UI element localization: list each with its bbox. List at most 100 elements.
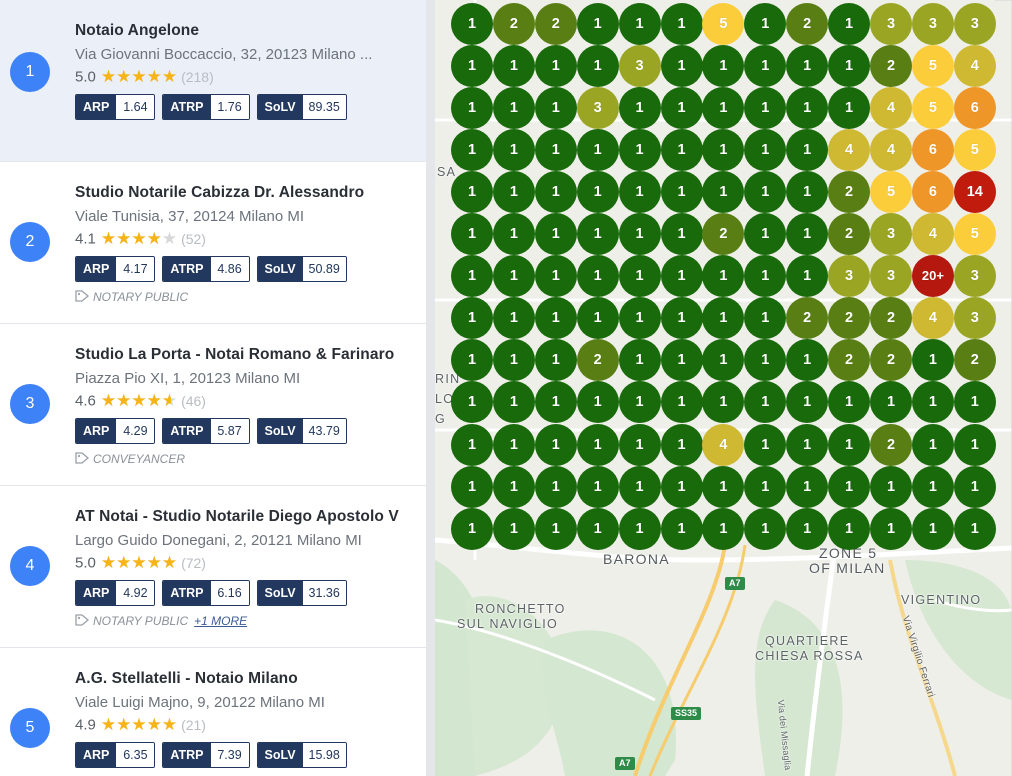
grid-rank-pin[interactable]: 1 xyxy=(618,297,661,340)
grid-rank-pin[interactable]: 1 xyxy=(534,423,577,466)
grid-rank-pin[interactable]: 1 xyxy=(451,255,493,298)
listing-item[interactable]: 4 AT Notai - Studio Notarile Diego Aposto… xyxy=(0,486,426,648)
grid-rank-pin[interactable]: 1 xyxy=(660,297,703,340)
grid-rank-pin[interactable]: 1 xyxy=(744,129,787,172)
grid-rank-pin[interactable]: 4 xyxy=(702,423,745,466)
grid-rank-pin[interactable]: 5 xyxy=(911,87,954,130)
grid-rank-pin[interactable]: 1 xyxy=(911,339,954,382)
grid-rank-pin[interactable]: 2 xyxy=(786,297,829,340)
grid-rank-pin[interactable]: 3 xyxy=(618,45,661,88)
grid-rank-pin[interactable]: 2 xyxy=(870,297,912,340)
grid-rank-pin[interactable]: 1 xyxy=(953,507,996,550)
grid-rank-pin[interactable]: 1 xyxy=(702,171,745,214)
grid-rank-pin[interactable]: 1 xyxy=(618,423,661,466)
grid-rank-pin[interactable]: 1 xyxy=(702,45,745,88)
grid-rank-pin[interactable]: 1 xyxy=(451,465,493,508)
grid-rank-pin[interactable]: 1 xyxy=(660,3,703,45)
grid-rank-pin[interactable]: 1 xyxy=(744,171,787,214)
grid-rank-pin[interactable]: 1 xyxy=(618,87,661,130)
grid-rank-pin[interactable]: 1 xyxy=(702,507,745,550)
grid-rank-pin[interactable]: 1 xyxy=(451,297,493,340)
grid-rank-pin[interactable]: 1 xyxy=(534,297,577,340)
grid-rank-pin[interactable]: 1 xyxy=(911,423,954,466)
grid-rank-pin[interactable]: 1 xyxy=(744,87,787,130)
grid-rank-pin[interactable]: 1 xyxy=(618,3,661,45)
grid-rank-pin[interactable]: 1 xyxy=(828,87,871,130)
grid-rank-pin[interactable]: 1 xyxy=(492,381,535,424)
grid-rank-pin[interactable]: 1 xyxy=(828,465,871,508)
grid-rank-pin[interactable]: 3 xyxy=(953,255,996,298)
grid-rank-pin[interactable]: 1 xyxy=(576,45,619,88)
grid-rank-pin[interactable]: 2 xyxy=(576,339,619,382)
grid-rank-pin[interactable]: 1 xyxy=(744,381,787,424)
grid-rank-pin[interactable]: 2 xyxy=(828,339,871,382)
grid-rank-pin[interactable]: 1 xyxy=(786,171,829,214)
grid-rank-pin[interactable]: 1 xyxy=(660,255,703,298)
grid-rank-pin[interactable]: 2 xyxy=(828,297,871,340)
grid-rank-pin[interactable]: 1 xyxy=(744,255,787,298)
grid-rank-pin[interactable]: 1 xyxy=(828,423,871,466)
listing-item[interactable]: 3 Studio La Porta - Notai Romano & Farina… xyxy=(0,324,426,486)
business-name[interactable]: Notaio Angelone xyxy=(75,22,200,39)
grid-rank-pin[interactable]: 1 xyxy=(953,423,996,466)
grid-rank-pin[interactable]: 1 xyxy=(618,171,661,214)
grid-rank-pin[interactable]: 1 xyxy=(534,129,577,172)
grid-rank-pin[interactable]: 1 xyxy=(534,465,577,508)
grid-rank-pin[interactable]: 1 xyxy=(534,87,577,130)
grid-rank-pin[interactable]: 1 xyxy=(618,465,661,508)
grid-rank-pin[interactable]: 2 xyxy=(828,171,871,214)
grid-rank-pin[interactable]: 1 xyxy=(911,507,954,550)
grid-rank-pin[interactable]: 1 xyxy=(870,507,912,550)
grid-rank-pin[interactable]: 1 xyxy=(576,465,619,508)
grid-rank-pin[interactable]: 1 xyxy=(618,339,661,382)
grid-rank-pin[interactable]: 1 xyxy=(702,339,745,382)
grid-rank-pin[interactable]: 1 xyxy=(744,297,787,340)
grid-rank-pin[interactable]: 1 xyxy=(786,465,829,508)
grid-rank-pin[interactable]: 1 xyxy=(870,465,912,508)
grid-rank-pin[interactable]: 1 xyxy=(744,423,787,466)
grid-rank-pin[interactable]: 1 xyxy=(786,423,829,466)
listing-item[interactable]: 5 A.G. Stellatelli - Notaio Milano Viale L… xyxy=(0,648,426,776)
grid-rank-pin[interactable]: 1 xyxy=(451,381,493,424)
grid-rank-pin[interactable]: 1 xyxy=(870,381,912,424)
grid-rank-pin[interactable]: 1 xyxy=(660,465,703,508)
grid-rank-pin[interactable]: 1 xyxy=(911,381,954,424)
grid-rank-pin[interactable]: 3 xyxy=(828,255,871,298)
grid-rank-pin[interactable]: 1 xyxy=(492,255,535,298)
grid-rank-pin[interactable]: 1 xyxy=(576,255,619,298)
grid-rank-pin[interactable]: 4 xyxy=(953,45,996,88)
grid-rank-pin[interactable]: 1 xyxy=(618,213,661,256)
grid-rank-pin[interactable]: 1 xyxy=(660,507,703,550)
grid-rank-pin[interactable]: 1 xyxy=(744,465,787,508)
grid-rank-pin[interactable]: 2 xyxy=(492,3,535,45)
grid-rank-pin[interactable]: 2 xyxy=(870,423,912,466)
grid-rank-pin[interactable]: 1 xyxy=(492,171,535,214)
grid-rank-pin[interactable]: 1 xyxy=(828,507,871,550)
grid-rank-pin[interactable]: 2 xyxy=(786,3,829,45)
grid-rank-pin[interactable]: 1 xyxy=(451,45,493,88)
grid-rank-pin[interactable]: 2 xyxy=(870,339,912,382)
grid-rank-pin[interactable]: 1 xyxy=(492,213,535,256)
grid-rank-pin[interactable]: 1 xyxy=(702,465,745,508)
grid-rank-pin[interactable]: 6 xyxy=(911,171,954,214)
grid-rank-pin[interactable]: 4 xyxy=(870,87,912,130)
grid-rank-pin[interactable]: 1 xyxy=(786,213,829,256)
grid-rank-pin[interactable]: 1 xyxy=(534,213,577,256)
review-count[interactable]: (218) xyxy=(181,69,214,85)
grid-rank-pin[interactable]: 1 xyxy=(618,255,661,298)
grid-rank-pin[interactable]: 1 xyxy=(786,507,829,550)
grid-rank-pin[interactable]: 1 xyxy=(492,87,535,130)
grid-rank-pin[interactable]: 1 xyxy=(702,87,745,130)
grid-rank-pin[interactable]: 2 xyxy=(534,3,577,45)
grid-rank-pin[interactable]: 1 xyxy=(702,381,745,424)
grid-rank-pin[interactable]: 4 xyxy=(911,297,954,340)
grid-rank-pin[interactable]: 1 xyxy=(702,297,745,340)
grid-rank-pin[interactable]: 1 xyxy=(534,507,577,550)
grid-rank-pin[interactable]: 1 xyxy=(828,381,871,424)
grid-rank-pin[interactable]: 1 xyxy=(451,213,493,256)
grid-rank-pin[interactable]: 1 xyxy=(702,255,745,298)
grid-rank-pin[interactable]: 1 xyxy=(786,339,829,382)
grid-rank-pin[interactable]: 1 xyxy=(451,507,493,550)
grid-rank-pin[interactable]: 1 xyxy=(618,507,661,550)
grid-rank-pin[interactable]: 1 xyxy=(786,381,829,424)
